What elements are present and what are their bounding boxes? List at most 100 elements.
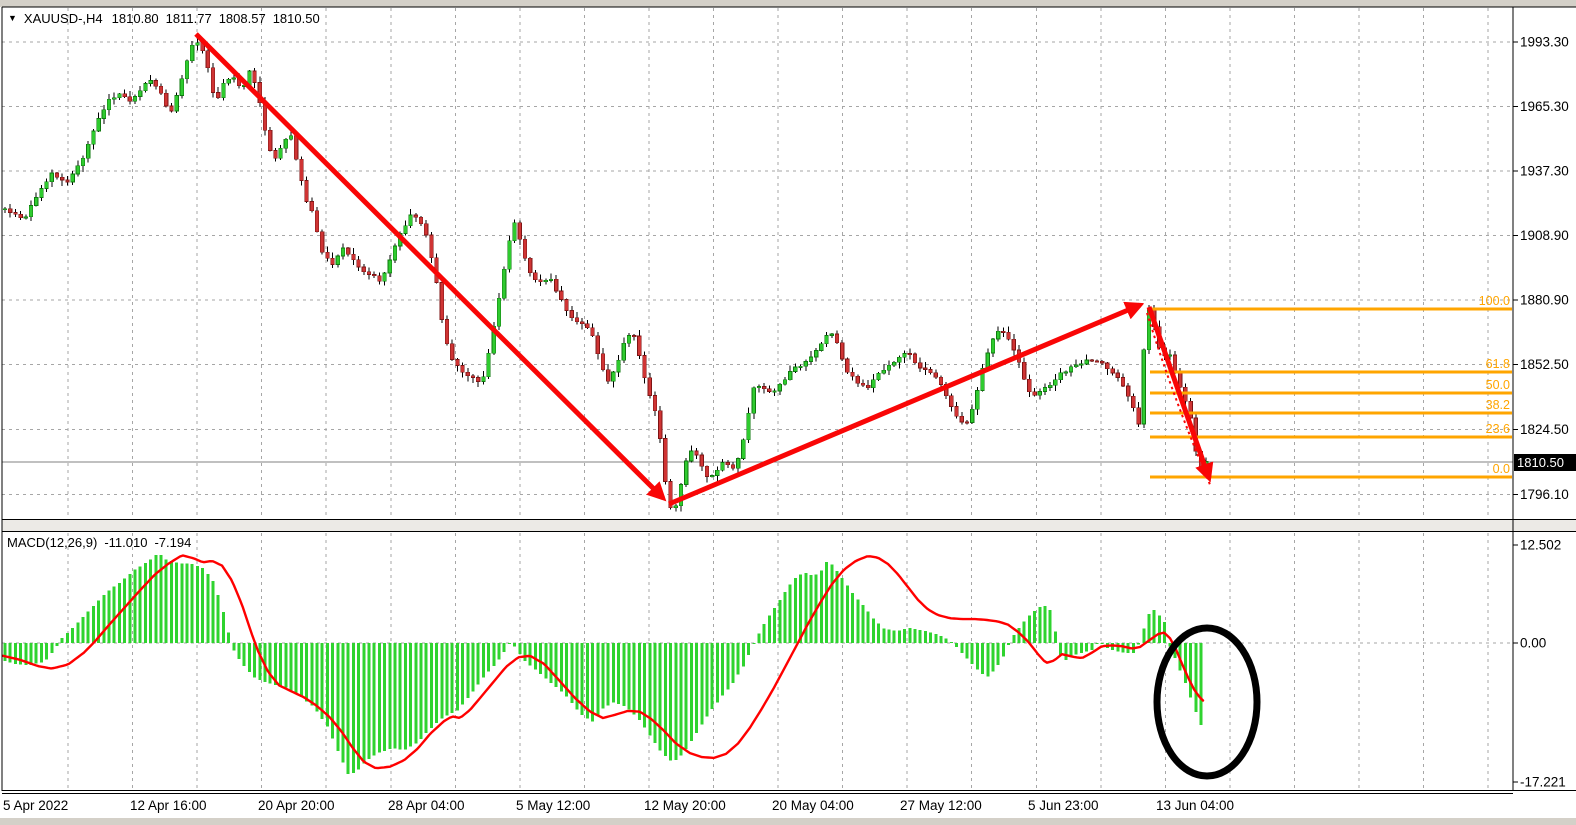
price-scale-area[interactable] (1514, 7, 1576, 791)
bull-candle (777, 384, 782, 392)
bull-candle (382, 272, 387, 282)
bear-candle (704, 465, 710, 477)
macd-bar (528, 643, 532, 666)
bull-candle (148, 80, 153, 84)
macd-bar (315, 643, 319, 712)
macd-bar (471, 643, 475, 692)
bear-candle (663, 438, 668, 482)
bear-candle (304, 180, 309, 202)
bull-candle (288, 135, 294, 140)
macd-panel-area[interactable] (2, 532, 1513, 790)
macd-bar (1033, 610, 1037, 643)
bear-candle (1006, 331, 1011, 340)
bear-candle (465, 371, 470, 377)
bear-candle (1188, 400, 1193, 419)
bear-candle (730, 464, 736, 469)
bull-candle (335, 255, 340, 265)
bear-candle (424, 223, 429, 236)
macd-bar (34, 643, 38, 664)
macd-bar (1157, 615, 1161, 643)
panel-splitter[interactable] (2, 520, 1576, 531)
macd-bar (362, 643, 366, 764)
macd-bar (944, 638, 948, 643)
bear-candle (1131, 395, 1136, 409)
macd-bar (617, 643, 621, 704)
bull-candle (548, 278, 554, 281)
bear-candle (1115, 372, 1120, 378)
macd-bar (367, 643, 371, 760)
macd-bar (445, 643, 449, 716)
highlight-ellipse[interactable] (1153, 624, 1261, 780)
bull-candle (403, 225, 408, 234)
bull-candle (226, 78, 231, 84)
bull-candle (1068, 366, 1074, 373)
bull-candle (96, 118, 101, 132)
macd-bar (539, 643, 543, 674)
macd-bar (1142, 628, 1146, 643)
macd-bar (1147, 614, 1151, 643)
time-axis-label: 20 May 04:00 (772, 798, 854, 813)
trend-arrows[interactable] (194, 32, 1214, 507)
macd-bar (143, 563, 147, 643)
bull-candle (678, 484, 684, 507)
bull-candle (746, 412, 751, 440)
macd-bar (1069, 643, 1073, 657)
macd-bar (164, 559, 168, 643)
macd-bar (1095, 643, 1099, 644)
macd-bar (71, 627, 75, 643)
macd-bar (1199, 643, 1203, 726)
macd-bar (13, 643, 17, 664)
macd-bar (1079, 643, 1083, 653)
bull-candle (486, 352, 491, 378)
bull-candle (408, 214, 413, 227)
macd-bar (533, 643, 537, 670)
time-axis-label: 12 Apr 16:00 (130, 798, 207, 813)
macd-bar (435, 643, 439, 724)
bear-candle (418, 216, 424, 225)
bull-candle (741, 439, 746, 459)
bear-candle (1032, 391, 1037, 396)
macd-bar (112, 586, 116, 643)
macd-bar (221, 611, 225, 643)
macd-bar (778, 600, 782, 643)
macd-bar (377, 643, 381, 753)
bear-candle (60, 176, 65, 181)
bear-candle (1172, 354, 1178, 372)
macd-bar (487, 643, 491, 672)
bear-candle (850, 372, 855, 377)
bear-candle (725, 462, 730, 466)
macd-bar (258, 643, 262, 680)
macd-bar (310, 643, 314, 706)
bull-candle (1053, 379, 1058, 386)
bull-candle (278, 148, 283, 159)
time-axis-label: 13 Jun 04:00 (1156, 798, 1234, 813)
macd-bar (575, 643, 579, 710)
macd-bar (513, 643, 517, 647)
bull-candle (1079, 363, 1084, 366)
macd-bar (128, 574, 132, 643)
price-axis-label: 1965.30 (1520, 99, 1569, 114)
macd-bar (154, 554, 158, 643)
ohlc-low: 1808.57 (218, 11, 266, 26)
macd-bar (86, 611, 90, 643)
symbol-dropdown-icon[interactable]: ▼ (8, 13, 17, 23)
bear-candle (127, 96, 132, 102)
bear-candle (959, 415, 964, 423)
bull-candle (39, 188, 44, 198)
macd-bar (357, 643, 361, 770)
macd-bar (679, 643, 683, 756)
macd-bar (289, 643, 293, 691)
bull-candle (70, 173, 75, 183)
macd-bar (955, 643, 959, 648)
bull-candle (106, 98, 112, 111)
bull-candle (392, 245, 398, 261)
time-axis-label: 5 Jun 23:00 (1028, 798, 1099, 813)
macd-bar (1001, 643, 1005, 657)
bull-candle (112, 97, 117, 100)
macd-bar (549, 643, 553, 683)
bull-candle (902, 353, 907, 358)
bull-candle (143, 83, 148, 92)
time-axis-label: 20 Apr 20:00 (258, 798, 335, 813)
macd-bar (232, 643, 236, 651)
bull-candle (184, 60, 190, 80)
